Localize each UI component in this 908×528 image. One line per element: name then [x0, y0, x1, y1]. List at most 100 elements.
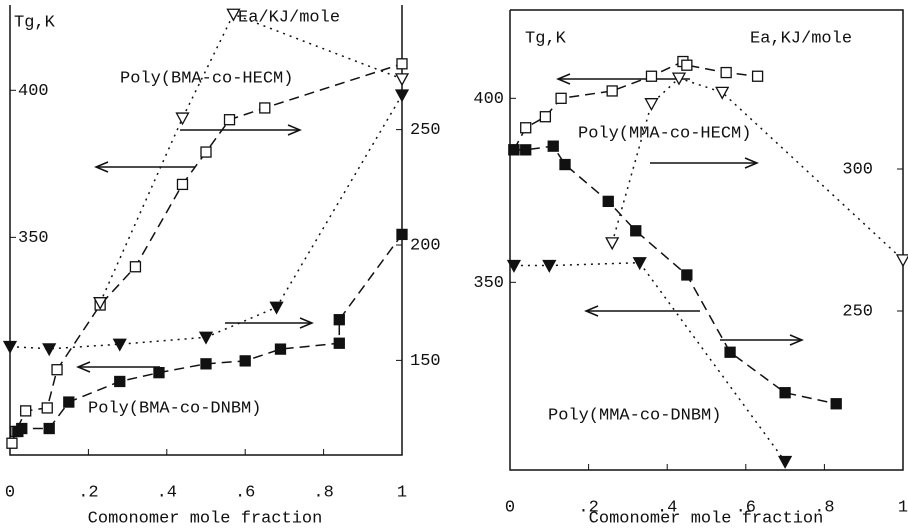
marker-triangle	[778, 455, 793, 469]
arrow-head	[76, 361, 91, 373]
marker-square	[539, 111, 552, 123]
marker-triangle	[112, 338, 127, 352]
y-tick-label: 350	[473, 274, 504, 293]
marker-square	[63, 396, 75, 408]
marker-square	[129, 261, 142, 273]
annotation: Poly(BMA-co-DNBM)	[88, 399, 261, 418]
y2-tick-label: 300	[842, 160, 873, 179]
arrow-head	[584, 305, 599, 317]
marker-square	[606, 85, 618, 97]
chart: 0 .2 .4 .6 .8 1 350 400 250 300 Tg,K Ea,KJ/mole Como…	[473, 9, 908, 528]
series-line	[11, 63, 403, 444]
marker-square	[16, 422, 28, 435]
marker-square	[555, 92, 567, 104]
marker-square	[396, 58, 408, 70]
marker-square	[681, 59, 693, 71]
y2-tick-label: 150	[410, 352, 441, 371]
x-tick-label: .4	[657, 498, 677, 517]
marker-square	[396, 228, 408, 241]
marker-square	[176, 178, 189, 191]
series-line	[513, 145, 837, 405]
annotation: Poly(MMA-co-HECM)	[578, 124, 751, 143]
y2-tick-label: 250	[410, 121, 441, 140]
y2-tick-label: 200	[410, 236, 441, 255]
annotation: Poly(BMA-co-HECM)	[120, 69, 293, 88]
marker-square	[239, 355, 251, 367]
series-line	[99, 13, 403, 303]
marker-triangle	[671, 72, 687, 86]
series-line	[9, 94, 403, 350]
x-axis-label: Comonomer mole fraction	[88, 509, 323, 528]
y2-axis-label: Ea/KJ/mole	[238, 8, 340, 27]
y-axis-label: Tg,K	[14, 13, 56, 32]
y2-axis-label: Ea,KJ/mole	[750, 29, 852, 48]
marker-square	[520, 122, 532, 134]
marker-triangle	[394, 89, 410, 103]
marker-triangle	[605, 237, 620, 251]
x-tick-label: .2	[578, 498, 598, 517]
marker-triangle	[632, 257, 647, 271]
marker-square	[720, 66, 732, 79]
marker-square	[153, 366, 165, 379]
y2-tick-label: 250	[842, 302, 873, 321]
marker-square	[200, 146, 212, 158]
arrow-head	[789, 334, 804, 346]
marker-triangle	[715, 86, 730, 100]
marker-triangle	[198, 331, 214, 345]
series-line	[513, 60, 758, 151]
annotation: Poly(MMA-co-DNBM)	[548, 406, 721, 425]
marker-square	[830, 398, 842, 410]
arrow-head	[287, 124, 302, 136]
marker-square	[681, 269, 693, 281]
marker-square	[602, 195, 614, 208]
x-tick-label: .4	[157, 483, 177, 502]
marker-triangle	[93, 297, 108, 311]
arrow-head	[556, 73, 571, 85]
marker-triangle	[644, 98, 659, 112]
marker-square	[645, 70, 658, 82]
marker-square	[630, 225, 642, 237]
marker-triangle	[542, 259, 557, 273]
marker-square	[259, 102, 271, 114]
marker-square	[751, 70, 764, 82]
marker-square	[274, 343, 287, 355]
marker-triangle	[506, 259, 522, 273]
arrow-head	[744, 157, 759, 169]
marker-square	[51, 364, 63, 376]
x-tick-label: 0	[5, 483, 15, 502]
marker-triangle	[269, 301, 284, 315]
x-tick-label: 1	[898, 498, 908, 517]
marker-triangle	[394, 73, 410, 87]
marker-triangle	[226, 8, 241, 22]
marker-square	[333, 337, 345, 349]
marker-square	[779, 387, 791, 399]
x-tick-label: .8	[814, 498, 834, 517]
marker-triangle	[175, 112, 190, 126]
x-axis-label: Comonomer mole fraction	[589, 509, 824, 528]
arrows	[76, 73, 804, 373]
marker-square	[559, 158, 571, 171]
marker-square	[6, 437, 18, 449]
marker-triangle	[42, 343, 57, 357]
x-tick-label: .2	[78, 483, 98, 502]
x-tick-label: .6	[736, 498, 756, 517]
marker-square	[333, 314, 345, 326]
series-line	[17, 233, 403, 433]
y-axis-label: Tg,K	[525, 29, 567, 48]
marker-square	[547, 140, 559, 152]
y-tick-label: 400	[473, 90, 504, 109]
x-tick-label: .6	[235, 483, 255, 502]
arrow-head	[94, 161, 109, 173]
arrow-head	[299, 317, 314, 329]
marker-square	[508, 144, 520, 156]
marker-square	[200, 358, 212, 370]
y-tick-label: 400	[18, 82, 49, 101]
marker-square	[223, 114, 236, 126]
marker-square	[114, 375, 126, 388]
chart: 0 .2 .4 .6 .8 1 350 400 150 200 250 Tg,K Ea/KJ/mole C…	[2, 5, 441, 528]
x-tick-label: 0	[505, 498, 515, 517]
series-line	[513, 261, 786, 462]
x-tick-label: 1	[397, 483, 407, 502]
marker-square	[41, 402, 53, 414]
